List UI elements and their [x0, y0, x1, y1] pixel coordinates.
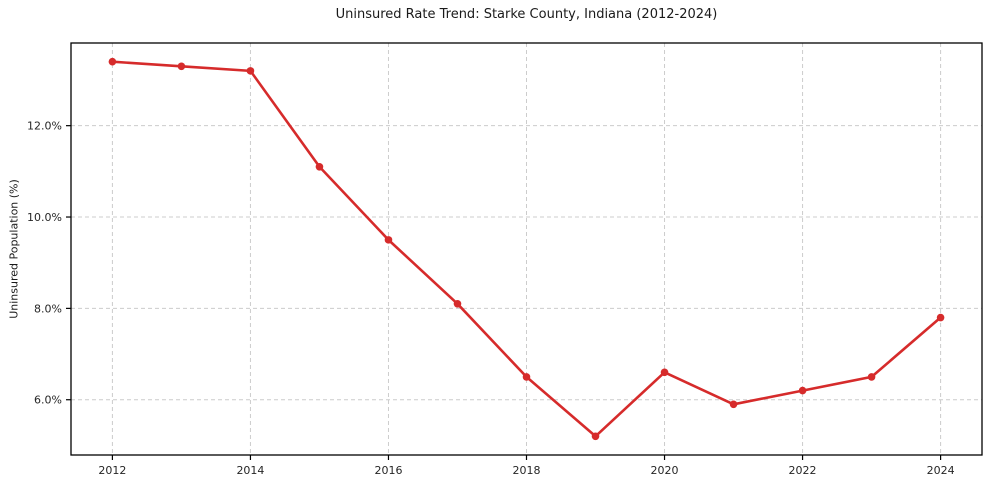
x-tick-label: 2014: [236, 464, 264, 477]
data-point: [522, 373, 531, 381]
x-tick-label: 2020: [651, 464, 679, 477]
data-point: [315, 162, 324, 171]
data-point: [108, 57, 117, 66]
data-point: [798, 386, 807, 395]
data-point: [384, 236, 393, 244]
x-tick-label: 2022: [789, 464, 817, 477]
data-point: [453, 300, 462, 308]
y-tick-label: 10.0%: [27, 211, 62, 224]
y-tick-label: 6.0%: [34, 394, 62, 407]
x-tick-label: 2016: [374, 464, 402, 477]
y-tick-label: 8.0%: [34, 302, 62, 315]
data-point: [177, 62, 186, 71]
data-point: [246, 67, 255, 75]
y-tick-label: 12.0%: [27, 120, 62, 133]
x-tick-label: 2018: [513, 464, 541, 477]
data-point: [660, 368, 669, 377]
chart-title: Uninsured Rate Trend: Starke County, Ind…: [335, 7, 718, 22]
x-tick-label: 2012: [98, 464, 126, 477]
data-point: [591, 432, 600, 441]
data-point: [936, 313, 945, 322]
data-point: [867, 373, 876, 381]
data-point: [729, 400, 738, 409]
x-tick-label: 2024: [927, 464, 955, 477]
